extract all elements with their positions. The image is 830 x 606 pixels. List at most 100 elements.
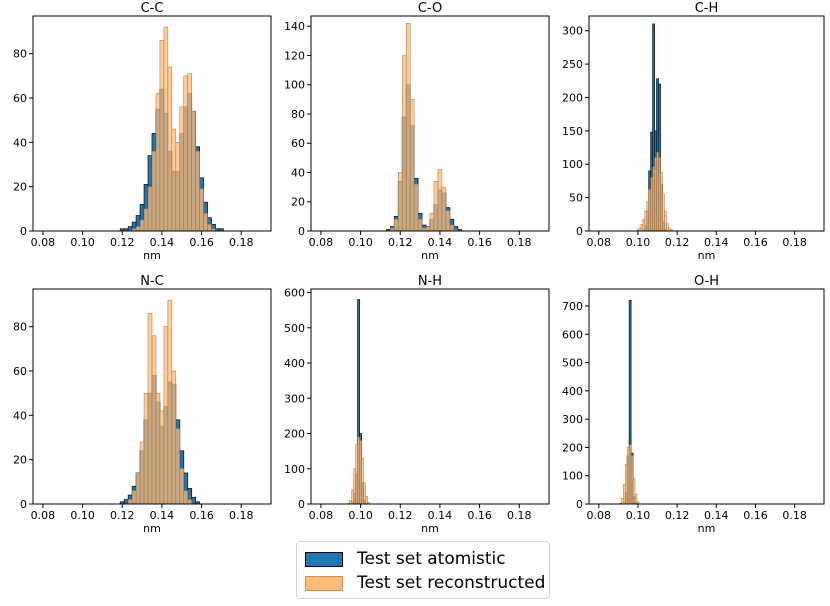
bar-reconstructed-n-c-5 — [147, 313, 153, 505]
x-tick-label-c-o-4: 0.16 — [467, 236, 492, 249]
y-tick-label-o-h-1: 100 — [562, 470, 583, 483]
x-tick-label-o-h-1: 0.10 — [626, 509, 651, 522]
legend-swatch-reconstructed — [305, 575, 343, 591]
bar-reconstructed-c-o-1 — [394, 219, 399, 232]
series-reconstructed-n-h — [347, 436, 370, 505]
bar-reconstructed-n-h-5 — [357, 436, 360, 505]
bar-reconstructed-c-o-3 — [401, 55, 407, 232]
panel-title-o-h: O-H — [694, 274, 719, 289]
bar-reconstructed-c-c-18 — [203, 213, 208, 232]
bar-reconstructed-c-c-16 — [195, 150, 200, 232]
bar-reconstructed-c-h-2 — [640, 224, 644, 232]
axes-frame-c-h — [588, 15, 825, 232]
bar-reconstructed-c-o-2 — [398, 172, 403, 232]
x-tick-label-n-h-2: 0.12 — [388, 509, 413, 522]
bar-reconstructed-c-c-15 — [191, 111, 196, 232]
x-tick-label-c-o-0: 0.08 — [309, 236, 334, 249]
y-tick-label-c-o-0: 0 — [298, 225, 305, 238]
y-tick-label-o-h-5: 500 — [562, 357, 583, 370]
bar-reconstructed-c-h-14 — [664, 210, 667, 232]
bar-reconstructed-c-h-15 — [666, 222, 669, 232]
axes-frame-o-h — [588, 288, 825, 505]
bar-reconstructed-c-c-1 — [135, 226, 141, 232]
axes-frame-c-o — [310, 15, 550, 232]
x-tick-label-c-h-5: 0.18 — [782, 236, 807, 249]
panel-c-h: 0.08 0.10 0.12 0.14 0.16 0.18 0 50 100 150 200 250 3… — [562, 1, 825, 262]
bar-reconstructed-c-o-15 — [449, 224, 455, 232]
y-tick-label-c-o-6: 120 — [284, 49, 305, 62]
bar-reconstructed-n-h-9 — [365, 496, 368, 505]
series-atomistic-c-o — [385, 84, 463, 232]
axes-frame-n-c — [32, 288, 272, 505]
bar-reconstructed-c-h-13 — [662, 193, 665, 232]
y-tick-label-c-o-3: 60 — [291, 137, 305, 150]
bar-reconstructed-c-o-13 — [441, 186, 447, 232]
x-tick-label-n-c-4: 0.16 — [189, 509, 214, 522]
bar-reconstructed-c-h-12 — [660, 171, 663, 232]
x-tick-label-n-c-5: 0.18 — [229, 509, 254, 522]
bar-reconstructed-c-c-11 — [175, 142, 181, 232]
y-tick-label-o-h-2: 200 — [562, 441, 583, 454]
legend-label-reconstructed: Test set reconstructed — [357, 573, 546, 593]
y-tick-label-c-c-4: 80 — [13, 48, 27, 61]
x-tick-label-c-c-2: 0.12 — [110, 236, 135, 249]
x-axis-label-n-h: nm — [421, 522, 439, 535]
bar-atomistic-c-c-2 — [127, 226, 133, 232]
bar-reconstructed-c-h-9 — [654, 157, 657, 232]
bar-reconstructed-c-c-2 — [139, 219, 145, 232]
bar-reconstructed-c-h-11 — [658, 157, 661, 232]
bar-reconstructed-c-c-10 — [171, 128, 177, 232]
x-tick-label-o-h-3: 0.14 — [704, 509, 729, 522]
y-tick-label-c-o-2: 40 — [291, 166, 305, 179]
y-tick-label-o-h-0: 0 — [576, 498, 583, 511]
bar-reconstructed-c-c-13 — [183, 75, 188, 232]
x-tick-label-n-h-0: 0.08 — [309, 509, 334, 522]
series-reconstructed-n-c — [127, 299, 192, 505]
axes-frame-n-h — [310, 288, 550, 505]
y-tick-label-c-c-0: 0 — [20, 225, 27, 238]
bar-reconstructed-o-h-5 — [628, 444, 632, 505]
y-tick-label-n-h-6: 600 — [284, 287, 305, 300]
y-tick-label-c-h-4: 200 — [562, 91, 583, 104]
bar-reconstructed-n-c-4 — [143, 392, 149, 505]
bar-reconstructed-n-c-12 — [175, 428, 181, 505]
bar-reconstructed-n-c-6 — [151, 335, 157, 505]
x-tick-label-c-c-1: 0.10 — [70, 236, 95, 249]
bar-reconstructed-c-o-4 — [405, 23, 411, 232]
x-tick-label-o-h-4: 0.16 — [743, 509, 768, 522]
y-tick-label-n-h-5: 500 — [284, 322, 305, 335]
x-tick-label-n-h-5: 0.18 — [507, 509, 532, 522]
bar-reconstructed-c-c-5 — [151, 150, 157, 232]
bar-reconstructed-c-h-1 — [638, 227, 642, 232]
legend: Test set atomistic Test set reconstructe… — [296, 541, 550, 599]
bar-reconstructed-o-h-4 — [626, 447, 630, 505]
x-tick-label-c-o-2: 0.12 — [388, 236, 413, 249]
x-axis-label-c-c: nm — [143, 249, 161, 262]
legend-swatch-atomistic — [305, 551, 343, 567]
bar-reconstructed-c-h-10 — [656, 151, 659, 232]
bar-reconstructed-c-h-16 — [668, 227, 671, 232]
bar-reconstructed-n-c-0 — [127, 499, 133, 505]
x-tick-label-o-h-0: 0.08 — [587, 509, 612, 522]
bar-reconstructed-c-o-14 — [445, 210, 451, 232]
y-tick-label-n-h-0: 0 — [298, 498, 305, 511]
bar-reconstructed-n-c-11 — [171, 370, 177, 505]
x-axis-label-c-h: nm — [698, 249, 716, 262]
bar-reconstructed-n-h-4 — [355, 443, 358, 505]
panel-o-h: 0.08 0.10 0.12 0.14 0.16 0.18 0 100 200 300 400 500… — [562, 274, 825, 535]
bar-atomistic-n-c-18 — [191, 496, 197, 505]
bar-reconstructed-c-c-6 — [155, 93, 161, 232]
x-tick-label-n-c-1: 0.10 — [70, 509, 95, 522]
bar-reconstructed-c-o-9 — [425, 226, 431, 232]
bar-reconstructed-n-c-14 — [183, 490, 188, 505]
panel-n-h: 0.08 0.10 0.12 0.14 0.16 0.18 0 100 200 300 400 500… — [284, 274, 550, 535]
bar-reconstructed-n-h-8 — [363, 482, 366, 505]
panel-title-c-o: C-O — [418, 1, 442, 16]
x-tick-label-n-h-4: 0.16 — [467, 509, 492, 522]
x-tick-label-n-h-1: 0.10 — [348, 509, 373, 522]
x-tick-label-c-o-3: 0.14 — [428, 236, 453, 249]
bar-reconstructed-c-o-11 — [433, 181, 439, 232]
x-tick-label-n-h-3: 0.14 — [428, 509, 453, 522]
y-tick-label-c-c-1: 20 — [13, 181, 27, 194]
